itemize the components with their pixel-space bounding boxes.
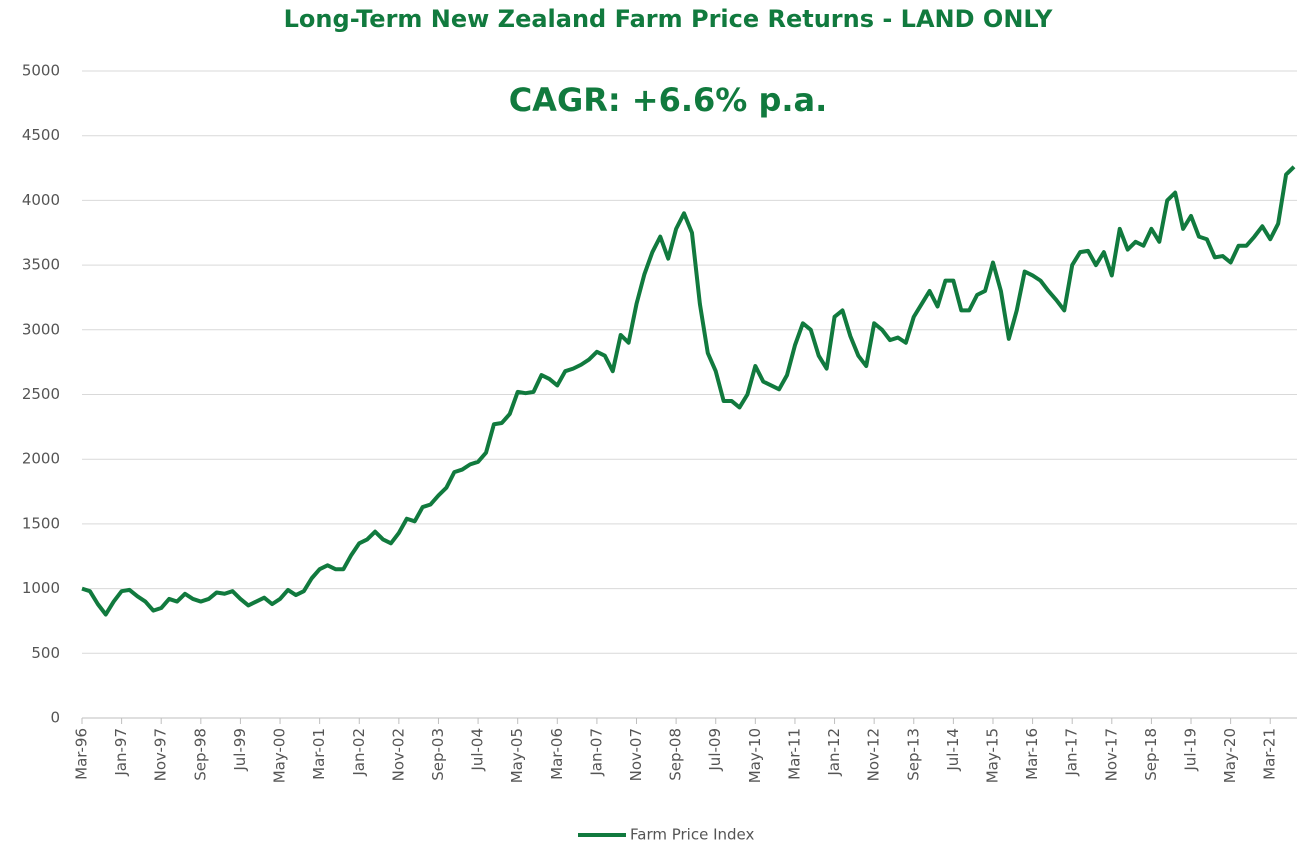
- y-tick-label: 5000: [22, 62, 60, 80]
- y-tick-label: 4000: [22, 191, 60, 209]
- x-tick-label: Nov-12: [865, 728, 883, 781]
- x-tick-label: May-05: [508, 728, 526, 783]
- x-tick-label: Mar-96: [73, 728, 91, 780]
- x-tick-label: Mar-11: [785, 728, 803, 780]
- x-tick-label: Jan-17: [1063, 728, 1081, 777]
- series-line: [81, 165, 1296, 617]
- annotation: CAGR: +6.6% p.a.: [509, 81, 828, 119]
- x-tick-label: Mar-21: [1261, 728, 1279, 780]
- x-tick-label: Sep-98: [191, 728, 209, 781]
- x-tick-label: Jan-97: [112, 728, 130, 777]
- x-tick-label: Nov-97: [152, 728, 170, 781]
- x-tick-label: May-20: [1221, 728, 1239, 783]
- x-tick-label: Sep-18: [1142, 728, 1160, 781]
- x-tick-label: Sep-13: [904, 728, 922, 781]
- x-tick-label: Mar-06: [548, 728, 566, 780]
- chart-title: Long-Term New Zealand Farm Price Returns…: [284, 5, 1053, 33]
- x-tick-label: Nov-17: [1102, 728, 1120, 781]
- x-tick-label: Mar-01: [310, 728, 328, 780]
- y-tick-label: 4500: [22, 126, 60, 144]
- y-tick-label: 2500: [22, 385, 60, 403]
- legend-label: Farm Price Index: [630, 826, 755, 844]
- x-tick-label: Sep-03: [429, 728, 447, 781]
- y-tick-label: 1000: [22, 579, 60, 597]
- x-tick-label: May-00: [271, 728, 289, 783]
- x-tick-label: Jul-04: [469, 728, 487, 772]
- x-tick-label: Jul-09: [706, 728, 724, 772]
- x-tick-label: May-15: [983, 728, 1001, 783]
- x-tick-label: Jul-19: [1182, 728, 1200, 772]
- x-tick-label: Jan-12: [825, 728, 843, 777]
- y-tick-label: 1500: [22, 514, 60, 532]
- y-tick-label: 2000: [22, 450, 60, 468]
- x-tick-label: Jul-14: [944, 728, 962, 772]
- y-tick-label: 3000: [22, 320, 60, 338]
- x-tick-label: Jan-07: [587, 728, 605, 777]
- x-tick-label: Nov-02: [389, 728, 407, 781]
- y-tick-label: 500: [31, 644, 60, 662]
- x-tick-label: Sep-08: [667, 728, 685, 781]
- x-tick-label: Mar-16: [1023, 728, 1041, 780]
- x-tick-label: Jan-02: [350, 728, 368, 777]
- y-tick-label: 0: [50, 709, 60, 727]
- x-tick-label: Nov-07: [627, 728, 645, 781]
- x-tick-label: Jul-99: [231, 728, 249, 772]
- x-tick-label: May-10: [746, 728, 764, 783]
- y-tick-label: 3500: [22, 256, 60, 274]
